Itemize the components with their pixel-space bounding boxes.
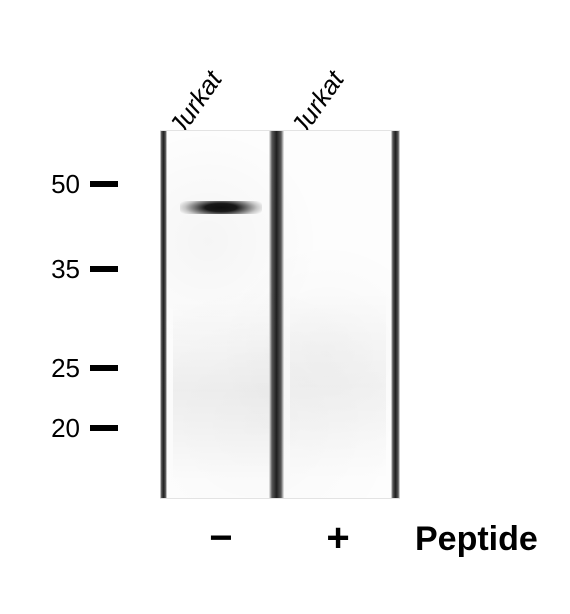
mw-marker-tick (90, 181, 118, 187)
peptide-sign-minus: − (201, 516, 241, 561)
peptide-label: Peptide (415, 520, 538, 559)
peptide-sign-plus: + (318, 516, 358, 561)
mw-marker-tick (90, 266, 118, 272)
mw-marker-tick (90, 365, 118, 371)
mw-marker-label: 35 (0, 254, 80, 285)
lane-smear (173, 301, 269, 481)
membrane-edge-right (391, 131, 400, 498)
lane-separator (269, 131, 284, 498)
lane-smear (290, 291, 386, 481)
mw-marker-tick (90, 425, 118, 431)
mw-marker-label: 25 (0, 353, 80, 384)
mw-marker-label: 50 (0, 169, 80, 200)
western-blot-figure: 50 35 25 20 Jurkat Jurkat − + Peptide (0, 0, 570, 614)
membrane-edge-left (160, 131, 167, 498)
blot-membrane (160, 130, 400, 499)
mw-marker-label: 20 (0, 413, 80, 444)
protein-band (180, 201, 262, 214)
